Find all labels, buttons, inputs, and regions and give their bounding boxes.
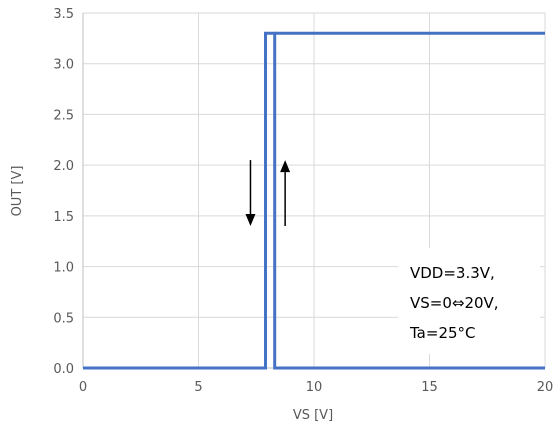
y-tick-label: 3.5 [53, 7, 74, 22]
y-tick-label: 2.0 [53, 159, 74, 174]
x-tick-label: 20 [537, 380, 554, 395]
plot-area [83, 31, 545, 370]
y-tick-label: 2.5 [53, 108, 74, 123]
x-tick-label: 5 [194, 380, 202, 395]
x-tick-labels: 0 5 10 15 20 [79, 380, 553, 395]
annotation-line-3: Ta=25°C [409, 324, 476, 342]
x-tick-label: 15 [421, 380, 438, 395]
y-tick-label: 0.0 [53, 362, 74, 377]
y-tick-label: 0.5 [53, 311, 74, 326]
x-tick-label: 10 [306, 380, 323, 395]
y-tick-label: 1.5 [53, 210, 74, 225]
arrow-down [245, 160, 256, 226]
annotation-line-1: VDD=3.3V, [410, 264, 495, 282]
y-axis-label: OUT [V] [10, 166, 25, 217]
annotation-box [398, 248, 540, 354]
annotation-line-2: VS=0⇔20V, [410, 294, 499, 312]
arrow-up [280, 160, 291, 226]
series-line-1 [83, 31, 545, 370]
x-axis-label: VS [V] [293, 408, 333, 423]
y-tick-label: 3.0 [53, 58, 74, 73]
direction-arrows [245, 160, 291, 226]
y-tick-label: 1.0 [53, 261, 74, 276]
y-tick-labels: 0.0 0.5 1.0 1.5 2.0 2.5 3.0 3.5 [53, 7, 74, 377]
x-tick-label: 0 [79, 380, 87, 395]
